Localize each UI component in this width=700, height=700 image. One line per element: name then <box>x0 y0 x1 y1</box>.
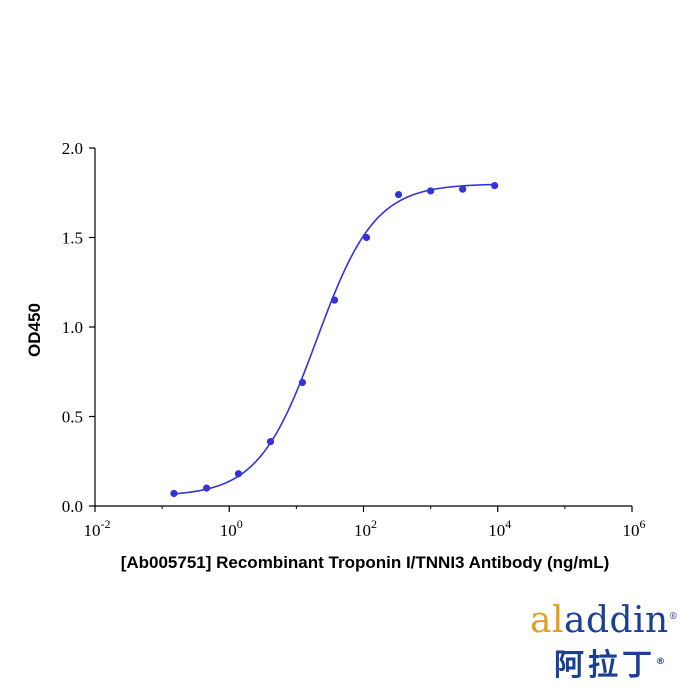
data-point <box>234 470 243 478</box>
aladdin-logo: aladdin® 阿拉丁® <box>520 600 690 690</box>
x-tick-label: 102 <box>354 517 377 540</box>
axes <box>94 148 632 507</box>
x-tick-label: 106 <box>623 517 646 540</box>
logo-chinese: 阿拉丁® <box>554 648 669 683</box>
data-point <box>459 185 467 193</box>
x-tick-label: 10-2 <box>84 517 111 540</box>
data-point <box>266 437 275 446</box>
y-tick-label: 1.5 <box>62 229 83 248</box>
y-axis-title: OD450 <box>25 303 44 357</box>
y-tick-label: 1.0 <box>62 318 83 337</box>
data-points <box>170 181 499 498</box>
data-point <box>427 187 435 195</box>
data-point <box>491 181 499 190</box>
data-point <box>298 378 307 387</box>
data-point <box>170 489 178 498</box>
x-tick-label: 104 <box>488 517 511 540</box>
data-point <box>203 484 211 492</box>
fit-curve <box>173 183 495 495</box>
ticks: 0.0 0.5 1.0 1.5 2.0 10-2 100 102 104 106 <box>62 139 646 540</box>
y-tick-label: 0.5 <box>62 408 83 427</box>
x-axis-title: [Ab005751] Recombinant Troponin I/TNNI3 … <box>121 553 610 572</box>
x-tick-label: 100 <box>220 517 243 540</box>
data-point <box>330 296 339 304</box>
logo-wordmark: aladdin® <box>530 600 679 641</box>
data-point <box>362 233 371 242</box>
y-tick-label: 0.0 <box>62 497 83 516</box>
y-tick-label: 2.0 <box>62 139 83 158</box>
data-point <box>394 190 403 199</box>
